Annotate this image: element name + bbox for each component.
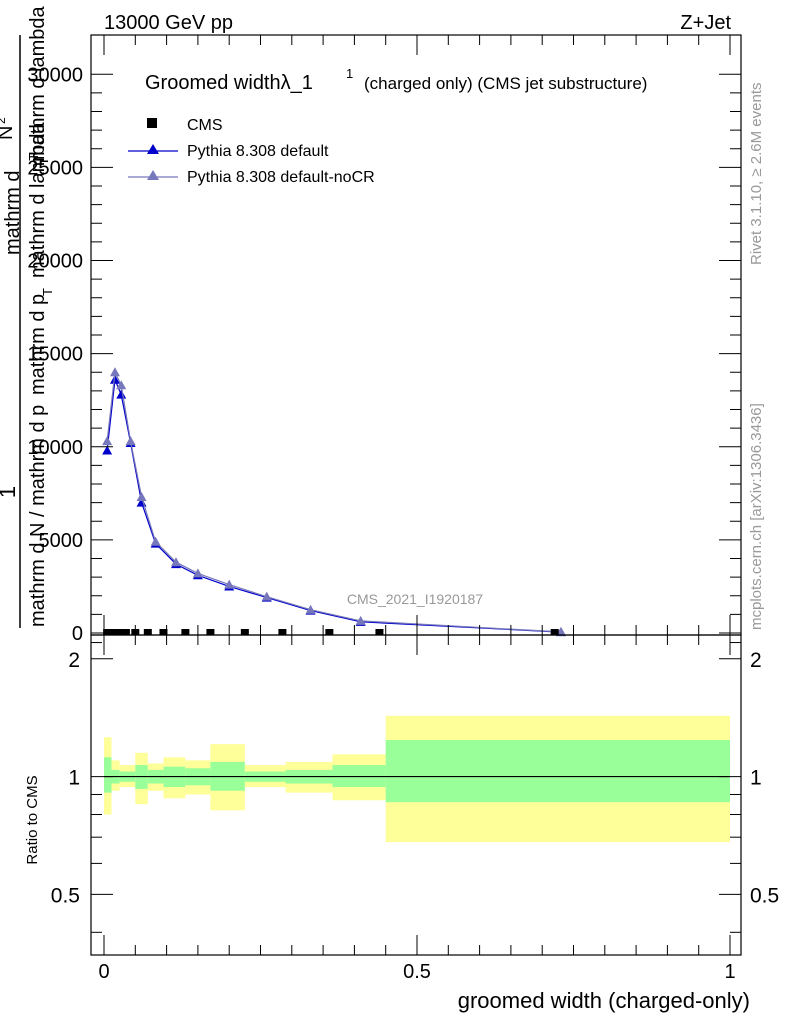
ratio-y-tick-label: 1 <box>68 767 80 790</box>
y-tick-label: 25000 <box>27 157 83 179</box>
y-tick-label: 5000 <box>39 530 84 552</box>
point-nocr <box>116 380 127 390</box>
ratio-marks <box>104 715 730 843</box>
legend-default-marker <box>147 144 159 154</box>
point-nocr <box>224 579 235 589</box>
title-main: Groomed widthλ_1 <box>145 72 313 94</box>
main-marks <box>102 367 566 637</box>
point-nocr <box>136 492 147 502</box>
point-nocr <box>102 436 113 446</box>
point-cms <box>240 629 249 635</box>
legend-cms-marker <box>147 118 157 128</box>
series-line-default <box>106 377 562 633</box>
point-cms <box>181 629 190 635</box>
ratio-y-tick-label-right: 2 <box>750 649 762 672</box>
y-tick-label: 20000 <box>27 251 83 273</box>
main-panel: 0 5000 10000 15000 20000 25000 30000 <box>27 34 742 645</box>
ratio-y-tick-label-right: 0.5 <box>750 884 779 907</box>
ratio-y-tick-label: 0.5 <box>51 884 80 907</box>
x-tick-label: 0 <box>98 961 109 983</box>
x-tick-label: 0.5 <box>403 961 431 983</box>
analysis-label: CMS_2021_I1920187 <box>347 591 483 607</box>
y-label-t-sub: T <box>40 288 55 296</box>
ratio-frame <box>90 634 742 956</box>
title-superscript: 1 <box>346 66 353 81</box>
point-nocr <box>305 604 316 614</box>
header-right: Z+Jet <box>680 12 731 34</box>
chart-title: Groomed widthλ_1 1 (charged only) (CMS j… <box>145 66 647 94</box>
y-label-numerator-2: 2 <box>0 117 8 124</box>
point-nocr <box>355 615 366 625</box>
point-nocr <box>125 436 136 446</box>
series-line-nocr <box>106 370 562 633</box>
y-label-one: 1 <box>0 486 20 498</box>
main-axes: 0 5000 10000 15000 20000 25000 30000 <box>27 35 741 645</box>
point-cms <box>121 629 130 635</box>
y-axis-label: 1 mathrm d N / mathrm d p mathrm d p T m… <box>0 6 55 628</box>
ratio-y-tick-label-right: 1 <box>750 767 762 790</box>
legend-default-label: Pythia 8.308 default <box>187 143 329 160</box>
point-cms <box>159 629 168 635</box>
point-default <box>109 374 120 384</box>
mcplots-label: mcplots.cern.ch [arXiv:1306.3436] <box>748 403 765 630</box>
ratio-stat-band <box>385 740 730 803</box>
ratio-panel: 0.5 0.5 1 1 2 2 0 0.5 1 <box>51 634 779 983</box>
header-left: 13000 GeV pp <box>104 12 233 34</box>
point-cms <box>206 629 215 635</box>
ratio-axes: 0.5 0.5 1 1 2 2 0 0.5 1 <box>51 635 779 983</box>
point-cms <box>375 629 384 635</box>
point-nocr <box>150 536 161 546</box>
y-label-numerator-t: _T <box>26 153 41 169</box>
title-rest: (charged only) (CMS jet substructure) <box>364 74 647 93</box>
y-tick-label: 15000 <box>27 344 83 366</box>
rivet-label: Rivet 3.1.10, ≥ 2.6M events <box>748 83 765 266</box>
legend-nocr-marker <box>147 170 159 180</box>
point-cms <box>107 629 116 635</box>
legend: CMS Pythia 8.308 default Pythia 8.308 de… <box>128 117 375 186</box>
point-cms <box>550 629 559 635</box>
y-label-denominator: mathrm d N / mathrm d p <box>27 405 49 627</box>
y-label-numerator-dlambda: mathrm d lambda <box>27 6 49 162</box>
x-tick-label: 1 <box>724 961 735 983</box>
point-cms <box>114 629 123 635</box>
point-cms <box>103 629 112 635</box>
y-label-numerator-n: N <box>0 126 17 140</box>
point-nocr <box>261 591 272 601</box>
point-nocr <box>170 557 181 567</box>
y-label-dlambda: mathrm d lambda <box>27 122 49 278</box>
point-cms <box>143 629 152 635</box>
y-tick-label: 0 <box>72 623 83 645</box>
ratio-y-tick-label: 2 <box>68 649 80 672</box>
y-tick-label: 30000 <box>27 64 83 86</box>
point-default <box>116 389 127 399</box>
ratio-stat-band <box>104 757 112 793</box>
legend-nocr-label: Pythia 8.308 default-noCR <box>187 169 375 186</box>
y-label-numerator-d: mathrm d <box>2 171 24 255</box>
point-default <box>102 445 113 455</box>
legend-cms-label: CMS <box>187 117 223 134</box>
point-nocr <box>192 568 203 578</box>
point-cms <box>325 629 334 635</box>
x-axis-label: groomed width (charged-only) <box>458 988 750 1013</box>
y-label-dp: mathrm d p <box>27 294 49 395</box>
ratio-ylabel: Ratio to CMS <box>24 775 41 864</box>
y-tick-label: 10000 <box>27 437 83 459</box>
point-cms <box>278 629 287 635</box>
point-nocr <box>109 367 120 377</box>
